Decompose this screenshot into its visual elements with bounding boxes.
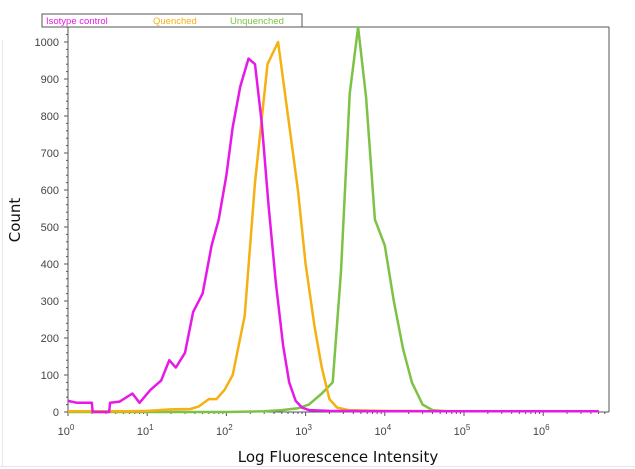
y-tick-label: 300 xyxy=(41,296,59,308)
y-tick-label: 900 xyxy=(41,74,59,86)
y-tick-label: 500 xyxy=(41,222,59,234)
y-axis: 0 100 200 300 400 500 600 700 800 900 1000 xyxy=(35,26,69,419)
legend-item-unquenched: Unquenched xyxy=(230,16,284,27)
y-tick-label: 0 xyxy=(53,407,59,419)
y-tick-label: 800 xyxy=(41,111,59,123)
x-axis: 100 101 102 103 104 105 106 xyxy=(58,411,609,438)
series-group xyxy=(67,25,599,414)
y-tick-label: 700 xyxy=(41,148,59,160)
x-tick-label: 105 xyxy=(454,423,471,438)
x-tick-label: 101 xyxy=(137,423,154,438)
y-tick-label: 100 xyxy=(41,370,59,382)
y-tick-label: 1000 xyxy=(35,37,59,49)
left-border-line xyxy=(2,40,3,466)
legend-item-isotype-control: Isotype control xyxy=(46,16,108,27)
series-line-unquenched xyxy=(68,25,599,414)
x-tick-label: 103 xyxy=(295,423,312,438)
legend-item-quenched: Quenched xyxy=(153,16,197,27)
x-tick-label: 106 xyxy=(533,423,550,438)
series-line-isotype-control xyxy=(67,57,599,414)
bottom-border-line xyxy=(0,466,635,467)
plot-frame xyxy=(68,26,610,412)
series-line-quenched xyxy=(68,40,599,413)
x-axis-title: Log Fluorescence Intensity xyxy=(238,448,439,466)
legend: Isotype control Quenched Unquenched xyxy=(41,13,303,28)
y-tick-label: 200 xyxy=(41,333,59,345)
legend-box xyxy=(41,13,303,28)
x-tick-label: 102 xyxy=(216,423,233,438)
y-axis-title: Count xyxy=(6,198,24,243)
x-tick-label: 100 xyxy=(58,423,75,438)
x-tick-label: 104 xyxy=(374,423,391,438)
y-tick-label: 600 xyxy=(41,185,59,197)
y-tick-label: 400 xyxy=(41,259,59,271)
